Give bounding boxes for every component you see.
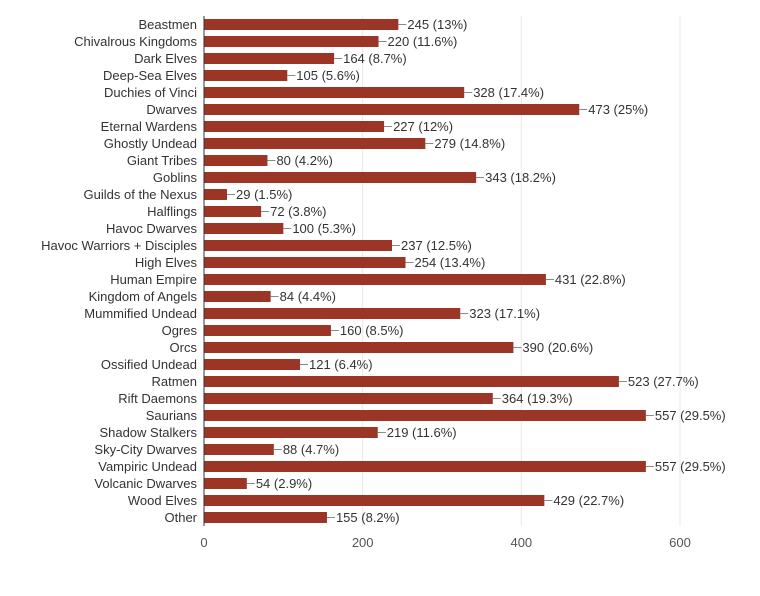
category-label: Sky-City Dwarves (94, 442, 197, 457)
bar[interactable] (204, 36, 379, 47)
bar[interactable] (204, 206, 262, 217)
category-label: Halflings (147, 204, 197, 219)
bar[interactable] (204, 342, 514, 353)
data-label: 557 (29.5%) (655, 459, 726, 474)
x-tick-label: 400 (510, 535, 532, 550)
bar[interactable] (204, 70, 288, 81)
bar[interactable] (204, 104, 580, 115)
bar[interactable] (204, 478, 247, 489)
category-label: Dark Elves (134, 51, 197, 66)
category-label: Chivalrous Kingdoms (74, 34, 197, 49)
data-label: 220 (11.6%) (388, 34, 458, 49)
category-label: Orcs (170, 340, 198, 355)
bar[interactable] (204, 393, 493, 404)
data-label: 429 (22.7%) (553, 493, 624, 508)
category-label: Ogres (162, 323, 198, 338)
data-label: 105 (5.6%) (296, 68, 360, 83)
data-label: 390 (20.6%) (522, 340, 593, 355)
bar[interactable] (204, 359, 300, 370)
data-label: 100 (5.3%) (292, 221, 356, 236)
x-tick-label: 200 (352, 535, 374, 550)
data-label: 279 (14.8%) (434, 136, 505, 151)
data-label: 84 (4.4%) (280, 289, 336, 304)
category-label: Human Empire (110, 272, 197, 287)
category-label: Vampiric Undead (98, 459, 197, 474)
bar[interactable] (204, 257, 406, 268)
data-label: 557 (29.5%) (655, 408, 726, 423)
category-label: Saurians (146, 408, 198, 423)
category-label: Duchies of Vinci (104, 85, 197, 100)
bar[interactable] (204, 138, 426, 149)
category-label: Guilds of the Nexus (84, 187, 198, 202)
data-label: 245 (13%) (407, 17, 467, 32)
category-label: Ossified Undead (101, 357, 197, 372)
data-label: 88 (4.7%) (283, 442, 339, 457)
data-label: 328 (17.4%) (473, 85, 544, 100)
bar[interactable] (204, 240, 393, 251)
bar[interactable] (204, 87, 465, 98)
bar[interactable] (204, 291, 271, 302)
bar[interactable] (204, 512, 327, 523)
data-label: 121 (6.4%) (309, 357, 373, 372)
data-label: 431 (22.8%) (555, 272, 626, 287)
category-label: Havoc Warriors + Disciples (41, 238, 197, 253)
bar[interactable] (204, 410, 646, 421)
bar[interactable] (204, 155, 268, 166)
data-label: 155 (8.2%) (336, 510, 400, 525)
data-label: 237 (12.5%) (401, 238, 472, 253)
data-label: 29 (1.5%) (236, 187, 292, 202)
bar[interactable] (204, 308, 461, 319)
bar[interactable] (204, 223, 284, 234)
data-label: 227 (12%) (393, 119, 453, 134)
category-label: Rift Daemons (118, 391, 197, 406)
data-label: 164 (8.7%) (343, 51, 407, 66)
category-label: Giant Tribes (127, 153, 198, 168)
bar[interactable] (204, 461, 646, 472)
data-label: 364 (19.3%) (502, 391, 573, 406)
category-label: Eternal Wardens (101, 119, 198, 134)
category-label: Deep-Sea Elves (103, 68, 197, 83)
data-label: 523 (27.7%) (628, 374, 699, 389)
category-label: Kingdom of Angels (89, 289, 198, 304)
category-label: Goblins (153, 170, 198, 185)
category-label: Mummified Undead (84, 306, 197, 321)
bar[interactable] (204, 444, 274, 455)
x-tick-label: 600 (669, 535, 691, 550)
category-label: High Elves (135, 255, 198, 270)
data-label: 254 (13.4%) (415, 255, 486, 270)
category-label: Wood Elves (128, 493, 198, 508)
bar[interactable] (204, 495, 545, 506)
x-tick-label: 0 (200, 535, 207, 550)
category-label: Ghostly Undead (104, 136, 197, 151)
category-label: Ratmen (151, 374, 197, 389)
bar[interactable] (204, 53, 335, 64)
bar[interactable] (204, 19, 399, 30)
bar[interactable] (204, 376, 619, 387)
category-label: Shadow Stalkers (99, 425, 197, 440)
category-label: Other (164, 510, 197, 525)
category-label: Dwarves (146, 102, 197, 117)
data-label: 473 (25%) (588, 102, 648, 117)
data-label: 72 (3.8%) (270, 204, 326, 219)
data-label: 54 (2.9%) (256, 476, 312, 491)
bar[interactable] (204, 274, 546, 285)
category-label: Beastmen (138, 17, 197, 32)
data-label: 343 (18.2%) (485, 170, 556, 185)
bar[interactable] (204, 427, 378, 438)
bar[interactable] (204, 121, 385, 132)
bar[interactable] (204, 189, 228, 200)
bar[interactable] (204, 172, 477, 183)
bar[interactable] (204, 325, 331, 336)
data-label: 160 (8.5%) (340, 323, 404, 338)
data-label: 323 (17.1%) (469, 306, 540, 321)
data-label: 80 (4.2%) (276, 153, 332, 168)
category-label: Havoc Dwarves (106, 221, 198, 236)
category-label: Volcanic Dwarves (94, 476, 197, 491)
data-label: 219 (11.6%) (387, 425, 457, 440)
